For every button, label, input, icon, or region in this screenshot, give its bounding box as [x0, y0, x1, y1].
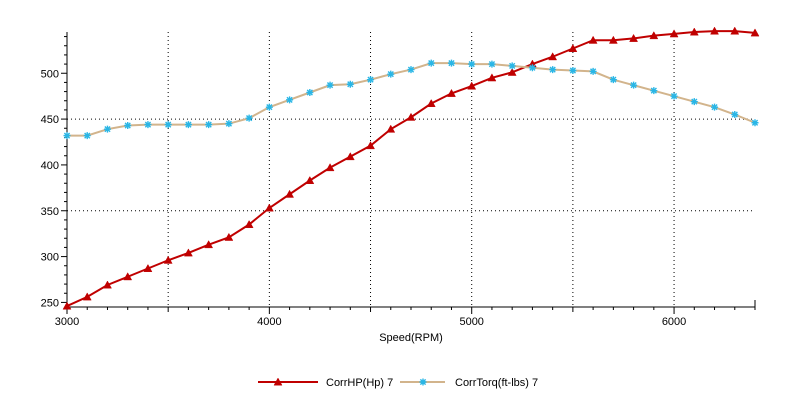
hp-point	[730, 26, 740, 35]
y-tick-label: 300	[41, 252, 59, 264]
y-tick-label: 250	[41, 297, 59, 309]
hp-point	[82, 292, 92, 301]
hp-point	[366, 141, 375, 150]
torque-point	[184, 121, 192, 129]
legend-marker-torque	[419, 378, 427, 386]
torque-point	[387, 70, 395, 78]
hp-point	[588, 35, 598, 44]
hp-point	[143, 263, 153, 272]
torque-point	[144, 121, 152, 129]
hp-point	[264, 203, 274, 212]
legend: CorrHP(Hp) 7 CorrTorq(ft-lbs) 7	[258, 377, 538, 389]
torque-point	[731, 111, 739, 118]
torque-point	[609, 76, 617, 84]
x-tick-label: 6000	[662, 316, 686, 328]
x-ticks: 3000 4000 5000 6000	[55, 307, 756, 328]
torque-point	[326, 81, 334, 89]
torque-point	[346, 80, 354, 88]
hp-point	[285, 189, 295, 198]
legend-label-torque: CorrTorq(ft-lbs) 7	[455, 377, 538, 389]
x-tick-label: 5000	[459, 316, 483, 328]
y-tick-label: 400	[41, 160, 59, 172]
y-ticks: 250 300 350 400 450 500	[41, 36, 67, 309]
hp-point	[649, 31, 659, 40]
hp-point	[103, 280, 112, 289]
torque-point	[751, 119, 759, 127]
axes	[66, 32, 756, 308]
hp-point	[62, 301, 72, 310]
torque-point	[690, 98, 698, 106]
hp-point	[345, 152, 355, 161]
hp-point	[305, 175, 315, 184]
x-tick-label: 3000	[55, 316, 79, 328]
torque-point	[407, 66, 415, 74]
hp-point	[689, 27, 699, 36]
torque-point	[205, 121, 213, 129]
hp-point	[487, 73, 497, 82]
hp-point	[608, 35, 618, 44]
torque-point	[124, 122, 132, 129]
torque-point	[589, 67, 597, 75]
grid	[67, 32, 755, 307]
torque-point	[427, 59, 435, 67]
torque-point	[711, 103, 719, 111]
torque-point	[83, 132, 91, 140]
torque-point	[164, 121, 172, 129]
hp-point	[406, 112, 416, 121]
torque-point	[569, 67, 577, 74]
hp-point	[244, 219, 254, 228]
torque-point	[549, 66, 557, 74]
hp-point	[204, 240, 214, 249]
hp-point	[163, 255, 173, 264]
legend-item-hp: CorrHP(Hp) 7	[258, 377, 393, 389]
series-hp	[62, 26, 760, 310]
hp-point	[447, 88, 456, 97]
torque-point	[508, 62, 516, 70]
hp-point	[750, 28, 760, 37]
hp-point	[710, 26, 719, 35]
torque-point	[306, 89, 314, 96]
torque-point	[488, 60, 496, 68]
torque-point	[468, 60, 476, 68]
series-group	[62, 26, 760, 310]
torque-point	[670, 92, 678, 100]
hp-point	[568, 43, 578, 52]
hp-point	[507, 67, 517, 76]
x-tick-label: 4000	[257, 316, 281, 328]
hp-point	[183, 248, 193, 257]
hp-point	[548, 52, 558, 61]
torque-point	[286, 96, 294, 104]
torque-point	[447, 59, 455, 67]
torque-point	[63, 132, 71, 140]
hp-point	[426, 98, 436, 107]
y-tick-label: 500	[41, 68, 59, 80]
y-tick-label: 350	[41, 206, 59, 218]
torque-point	[103, 125, 111, 133]
hp-point	[123, 272, 133, 281]
hp-point	[669, 29, 679, 38]
torque-point	[265, 103, 273, 111]
hp-point	[467, 81, 477, 90]
hp-point	[224, 232, 234, 241]
y-tick-label: 450	[41, 114, 59, 126]
torque-point	[528, 64, 536, 72]
torque-point	[630, 81, 638, 89]
torque-point	[245, 114, 253, 122]
legend-marker-hp	[273, 377, 283, 386]
legend-item-torque: CorrTorq(ft-lbs) 7	[400, 377, 538, 389]
series-torque	[63, 59, 759, 140]
torque-point	[650, 87, 658, 95]
x-axis-title: Speed(RPM)	[379, 332, 443, 344]
legend-label-hp: CorrHP(Hp) 7	[326, 377, 393, 389]
hp-point	[325, 163, 335, 172]
hp-point	[629, 33, 639, 42]
torque-point	[367, 76, 375, 84]
torque-point	[225, 120, 233, 128]
hp-point	[386, 124, 396, 133]
